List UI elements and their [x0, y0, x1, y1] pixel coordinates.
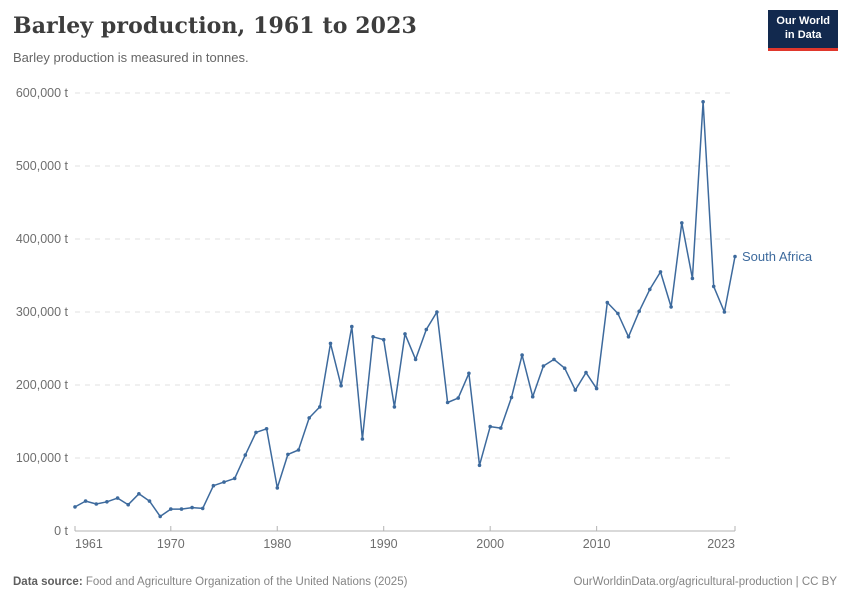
data-point-marker[interactable] — [190, 505, 194, 510]
x-axis-tick-label: 1970 — [157, 537, 185, 551]
data-point-marker[interactable] — [222, 480, 226, 484]
data-point-marker[interactable] — [733, 254, 737, 259]
chart-footer: Data source: Food and Agriculture Organi… — [13, 576, 837, 588]
y-axis-tick-label: 100,000 t — [16, 451, 69, 465]
data-point-marker[interactable] — [371, 335, 375, 339]
data-point-marker[interactable] — [137, 492, 141, 496]
data-point-marker[interactable] — [328, 341, 333, 346]
data-point-marker[interactable] — [403, 332, 407, 336]
y-axis-tick-label: 200,000 t — [16, 378, 69, 392]
data-point-marker[interactable] — [701, 100, 705, 104]
data-point-marker[interactable] — [467, 371, 471, 376]
data-point-marker[interactable] — [413, 357, 418, 362]
data-point-marker[interactable] — [594, 386, 599, 391]
data-point-marker[interactable] — [711, 284, 716, 289]
data-point-marker[interactable] — [126, 502, 130, 507]
y-axis-tick-label: 600,000 t — [16, 86, 69, 100]
data-point-marker[interactable] — [435, 310, 439, 314]
data-point-marker[interactable] — [530, 394, 535, 399]
data-point-marker[interactable] — [350, 324, 354, 329]
data-source-label: Data source: — [13, 576, 83, 588]
data-point-marker[interactable] — [254, 430, 258, 435]
production-line-south-africa[interactable] — [74, 101, 736, 518]
owid-logo-line2: in Data — [784, 28, 822, 41]
chart-subtitle: Barley production is measured in tonnes. — [13, 50, 249, 65]
chart-title: Barley production, 1961 to 2023 — [13, 13, 417, 39]
data-source-text: Food and Agriculture Organization of the… — [82, 576, 408, 588]
data-point-marker[interactable] — [637, 309, 641, 314]
data-point-marker[interactable] — [318, 405, 322, 409]
data-point-marker[interactable] — [243, 453, 248, 457]
series-label-south-africa[interactable]: South Africa — [742, 249, 813, 264]
data-point-marker[interactable] — [158, 514, 162, 519]
x-axis-tick-label: 1961 — [75, 537, 103, 551]
data-point-marker[interactable] — [605, 300, 610, 305]
data-point-marker[interactable] — [83, 499, 88, 503]
y-axis-tick-label: 0 t — [54, 524, 68, 538]
data-point-marker[interactable] — [445, 400, 450, 405]
data-point-marker[interactable] — [573, 388, 578, 392]
data-point-marker[interactable] — [147, 499, 152, 503]
owid-logo-line1: Our World — [776, 15, 830, 27]
data-point-marker[interactable] — [669, 305, 673, 309]
data-point-marker[interactable] — [680, 221, 684, 225]
x-axis-tick-label: 1980 — [263, 537, 291, 551]
data-point-marker[interactable] — [584, 370, 588, 375]
data-point-marker[interactable] — [552, 357, 556, 362]
data-point-marker[interactable] — [360, 437, 365, 441]
data-point-marker[interactable] — [626, 335, 631, 339]
data-point-marker[interactable] — [381, 337, 386, 342]
data-point-marker[interactable] — [690, 276, 695, 281]
data-point-marker[interactable] — [275, 486, 280, 490]
data-point-marker[interactable] — [211, 483, 216, 488]
data-point-marker[interactable] — [179, 507, 184, 511]
data-point-marker[interactable] — [722, 310, 727, 314]
data-point-marker[interactable] — [286, 452, 290, 457]
data-point-marker[interactable] — [169, 507, 173, 511]
data-point-marker[interactable] — [456, 396, 461, 400]
data-point-marker[interactable] — [105, 500, 109, 504]
data-point-marker[interactable] — [648, 287, 652, 292]
data-point-marker[interactable] — [73, 505, 77, 509]
data-point-marker[interactable] — [616, 311, 620, 316]
x-axis-tick-label: 2023 — [707, 537, 735, 551]
y-axis-tick-label: 300,000 t — [16, 305, 69, 319]
data-point-marker[interactable] — [339, 383, 343, 388]
x-axis-tick-label: 2000 — [476, 537, 504, 551]
x-axis-tick-label: 1990 — [370, 537, 398, 551]
data-point-marker[interactable] — [232, 476, 237, 481]
data-point-marker[interactable] — [200, 506, 205, 511]
data-point-marker[interactable] — [307, 416, 312, 420]
data-point-marker[interactable] — [488, 424, 493, 429]
y-axis-tick-label: 400,000 t — [16, 232, 69, 246]
data-point-marker[interactable] — [424, 327, 429, 332]
data-point-marker[interactable] — [264, 427, 269, 431]
data-point-marker[interactable] — [520, 353, 524, 357]
data-point-marker[interactable] — [477, 463, 482, 468]
data-point-marker[interactable] — [509, 395, 514, 400]
y-axis-tick-label: 500,000 t — [16, 159, 69, 173]
x-axis-tick-label: 2010 — [583, 537, 611, 551]
data-point-marker[interactable] — [392, 405, 397, 409]
data-point-marker[interactable] — [562, 366, 567, 371]
data-point-marker[interactable] — [296, 448, 301, 452]
owid-credit-link[interactable]: OurWorldinData.org/agricultural-producti… — [573, 576, 837, 588]
data-point-marker[interactable] — [94, 502, 99, 506]
owid-logo[interactable]: Our World in Data — [768, 10, 838, 51]
data-point-marker[interactable] — [115, 496, 120, 500]
data-point-marker[interactable] — [541, 364, 546, 368]
data-point-marker[interactable] — [658, 270, 663, 274]
data-point-marker[interactable] — [499, 426, 503, 430]
data-source-note: Data source: Food and Agriculture Organi… — [13, 576, 407, 588]
